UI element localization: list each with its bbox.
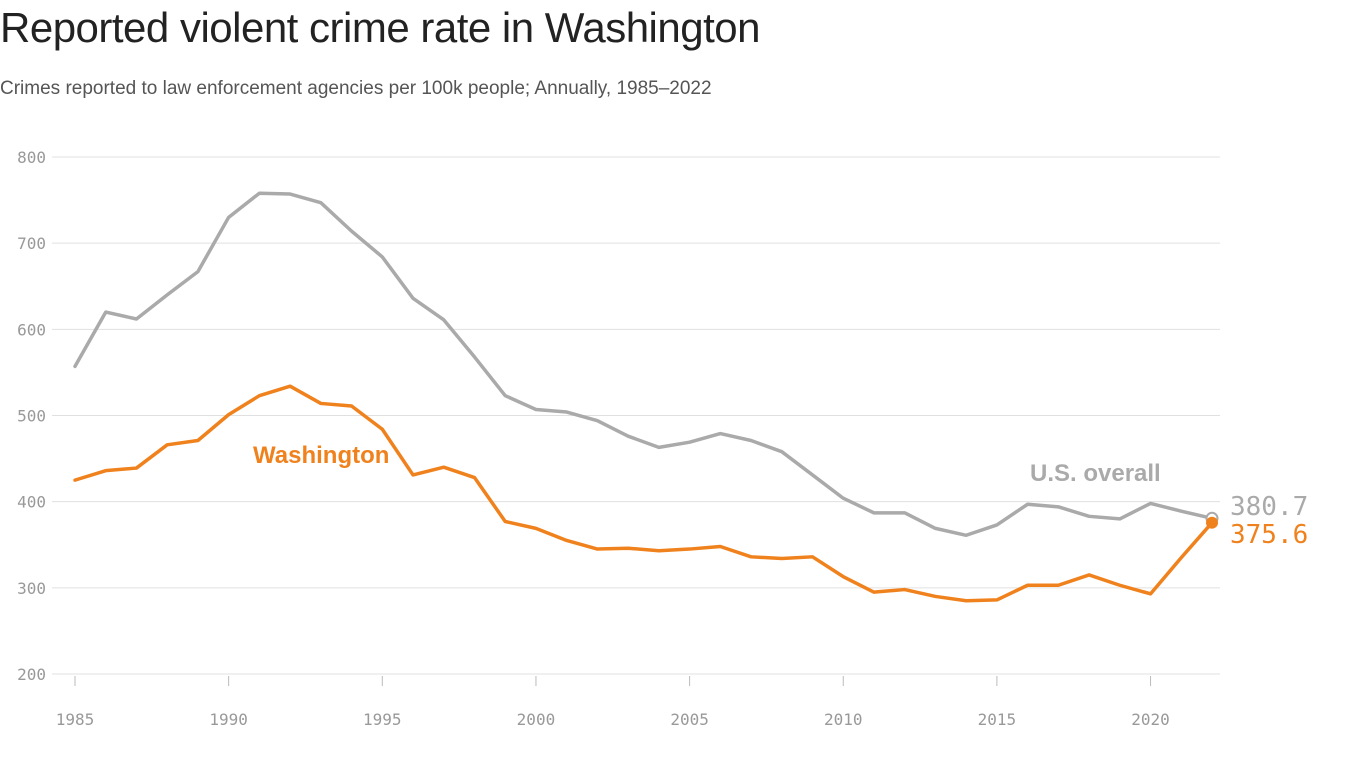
x-tick-label: 2020 (1131, 710, 1170, 729)
x-tick-label: 2010 (824, 710, 863, 729)
x-tick-label: 1990 (209, 710, 248, 729)
x-axis-ticks: 1985 1990 1995 2000 2005 2010 2015 2020 (56, 676, 1170, 729)
chart-subtitle: Crimes reported to law enforcement agenc… (0, 78, 712, 99)
y-tick-label: 600 (17, 320, 46, 339)
y-tick-label: 700 (17, 234, 46, 253)
series-group (73, 191, 1219, 603)
y-tick-label: 300 (17, 579, 46, 598)
us-overall-line (73, 191, 1214, 538)
chart-title: Reported violent crime rate in Washingto… (0, 4, 761, 51)
y-tick-label: 400 (17, 493, 46, 512)
x-tick-label: 2015 (978, 710, 1017, 729)
x-tick-label: 2005 (670, 710, 709, 729)
y-tick-label: 200 (17, 665, 46, 684)
washington-end-point (1206, 516, 1218, 529)
y-tick-label: 500 (17, 407, 46, 426)
y-tick-label: 800 (17, 148, 46, 167)
washington-series-label: Washington (253, 442, 389, 469)
x-tick-label: 1985 (56, 710, 95, 729)
us-overall-end-value: 380.7 (1230, 492, 1308, 522)
y-axis-ticks: 200 300 400 500 600 700 800 (17, 148, 46, 684)
x-tick-label: 2000 (517, 710, 556, 729)
x-tick-label: 1995 (363, 710, 402, 729)
washington-line (73, 384, 1214, 603)
washington-end-value: 375.6 (1230, 520, 1308, 550)
us-overall-series-label: U.S. overall (1030, 460, 1161, 487)
